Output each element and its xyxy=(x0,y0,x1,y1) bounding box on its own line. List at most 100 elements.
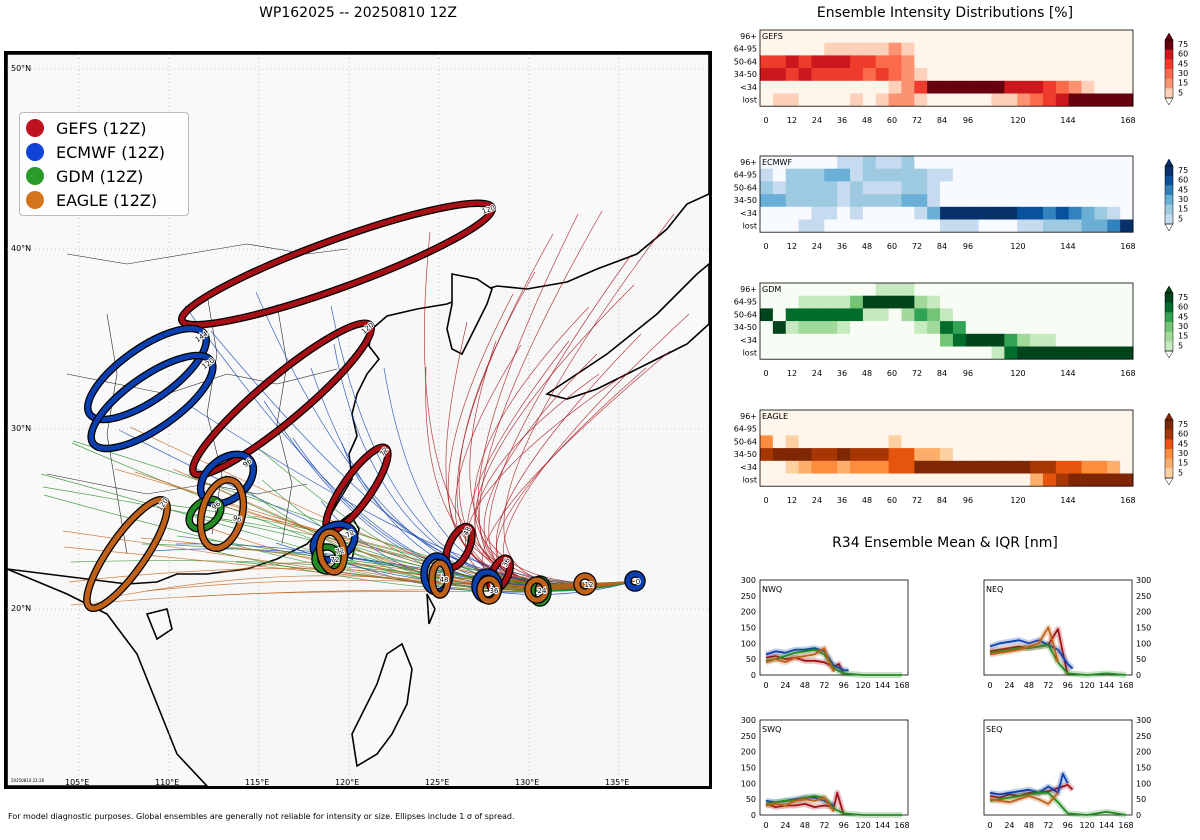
heatmap-cell xyxy=(1081,473,1095,487)
heatmap-cell xyxy=(914,283,928,296)
heatmap-cell xyxy=(798,55,812,69)
heatmap-cell xyxy=(927,448,941,462)
heatmap-cell xyxy=(952,308,967,322)
x-tick-label: 96 xyxy=(963,369,973,378)
heatmap-cell xyxy=(888,30,902,43)
heatmap-cell xyxy=(991,168,1005,182)
x-tick-label: 0 xyxy=(763,242,768,251)
heatmap-cell xyxy=(760,156,774,169)
colorbar-segment xyxy=(1165,40,1173,51)
colorbar-max-arrow xyxy=(1164,158,1174,167)
heatmap-cell xyxy=(927,321,941,335)
colorbar-max-arrow xyxy=(1164,285,1174,294)
x-tick-label: 168 xyxy=(1120,369,1135,378)
colorbar-tick: 30 xyxy=(1178,69,1188,78)
heatmap-frame xyxy=(759,409,1134,487)
heatmap-cell xyxy=(837,206,851,220)
heatmap-cell xyxy=(1081,42,1095,56)
legend-swatch-gdm xyxy=(26,167,44,185)
heatmap-cell xyxy=(965,194,980,208)
track-map[interactable]: 120 120 72 48 36 144 120 96 72 48 36 96 72 24 120 96 72 4… xyxy=(4,51,712,789)
colorbar-frame xyxy=(1164,292,1174,352)
legend-label-eagle: EAGLE (12Z) xyxy=(56,190,158,210)
heatmap-cell xyxy=(1017,194,1031,208)
ellipse-label: 0 xyxy=(636,578,640,586)
colorbar-tick: 15 xyxy=(1178,79,1188,88)
heatmap-cell xyxy=(1120,435,1134,449)
heatmap-cell xyxy=(1107,181,1121,195)
ensemble-track xyxy=(474,284,636,586)
heatmap-cell xyxy=(772,473,787,487)
heatmap-frame xyxy=(759,155,1134,233)
heatmap-cell xyxy=(875,219,890,233)
heatmap-cell xyxy=(1081,80,1095,94)
heatmap-cell xyxy=(1055,410,1070,423)
heatmap-cell xyxy=(824,435,838,449)
heatmap-cell xyxy=(952,30,967,43)
heatmap-cell xyxy=(991,473,1005,487)
r34-x-tick: 144 xyxy=(1099,681,1114,690)
r34-mean-line xyxy=(765,647,849,672)
y-category-label: lost xyxy=(743,222,757,231)
heatmap-cell xyxy=(760,55,774,69)
r34-quadrant-name: NEQ xyxy=(986,585,1003,594)
r34-x-tick: 48 xyxy=(1024,681,1034,690)
heatmap-cell xyxy=(850,422,864,436)
panel-name: EAGLE xyxy=(762,412,788,421)
r34-x-tick: 72 xyxy=(819,681,829,690)
heatmap-cell xyxy=(1107,30,1121,43)
heatmap-cell xyxy=(1004,181,1018,195)
r34-mean-line xyxy=(765,795,902,816)
heatmap-cell xyxy=(901,295,915,309)
heatmap-cell xyxy=(1055,68,1070,82)
heatmap-cell xyxy=(978,156,992,169)
r34-x-tick: 144 xyxy=(875,821,890,830)
colorbar-segment xyxy=(1165,166,1173,177)
heatmap-cell xyxy=(1030,448,1044,462)
heatmap-cell xyxy=(1094,42,1108,56)
x-tick-label: 96 xyxy=(963,242,973,251)
heatmap-cell xyxy=(965,181,980,195)
heatmap-cell xyxy=(1042,295,1057,309)
colorbar-max-arrow xyxy=(1164,32,1174,41)
r34-y-tick: 100 xyxy=(741,639,756,648)
heatmap-cell xyxy=(862,55,877,69)
heatmap-cell xyxy=(978,308,992,322)
heatmap-cell xyxy=(772,68,787,82)
heatmap-cell xyxy=(772,308,787,322)
heatmap-cell xyxy=(837,473,851,487)
x-tick-label: 84 xyxy=(937,369,947,378)
colorbar-tick: 5 xyxy=(1178,468,1183,477)
heatmap-cell xyxy=(1004,283,1018,296)
heatmap-cell xyxy=(965,30,980,43)
colorbar-tick: 5 xyxy=(1178,341,1183,350)
colorbar-segment xyxy=(1165,185,1173,196)
heatmap-cell xyxy=(991,42,1005,56)
heatmap-cell xyxy=(1094,206,1108,220)
ellipse-120: 120 xyxy=(189,319,376,479)
heatmap-cell xyxy=(1081,93,1095,107)
model-legend: GEFS (12Z) ECMWF (12Z) GDM (12Z) EAGLE (… xyxy=(19,112,189,216)
x-tick-label: 0 xyxy=(763,496,768,505)
heatmap-cell xyxy=(1004,194,1018,208)
heatmap-cell xyxy=(824,68,838,82)
heatmap-cell xyxy=(862,194,877,208)
heatmap-cell xyxy=(811,168,825,182)
heatmap-cell xyxy=(940,333,954,347)
heatmap-cell xyxy=(1107,346,1121,360)
ellipse-label: 12 xyxy=(585,581,594,589)
heatmap-cell xyxy=(927,168,941,182)
heatmap-cell xyxy=(1107,283,1121,296)
heatmap-cell xyxy=(772,93,787,107)
ellipse-ring xyxy=(186,496,224,532)
heatmap-cell xyxy=(901,42,915,56)
x-tick-label: 60 xyxy=(887,496,897,505)
r34-mean-line xyxy=(989,639,1074,670)
heatmap-cell xyxy=(875,346,890,360)
heatmap-cell xyxy=(901,473,915,487)
x-tick-label: 12 xyxy=(787,496,797,505)
heatmap-cell xyxy=(850,80,864,94)
heatmap-cell xyxy=(1068,42,1082,56)
heatmap-cell xyxy=(875,321,890,335)
heatmap-cell xyxy=(991,30,1005,43)
